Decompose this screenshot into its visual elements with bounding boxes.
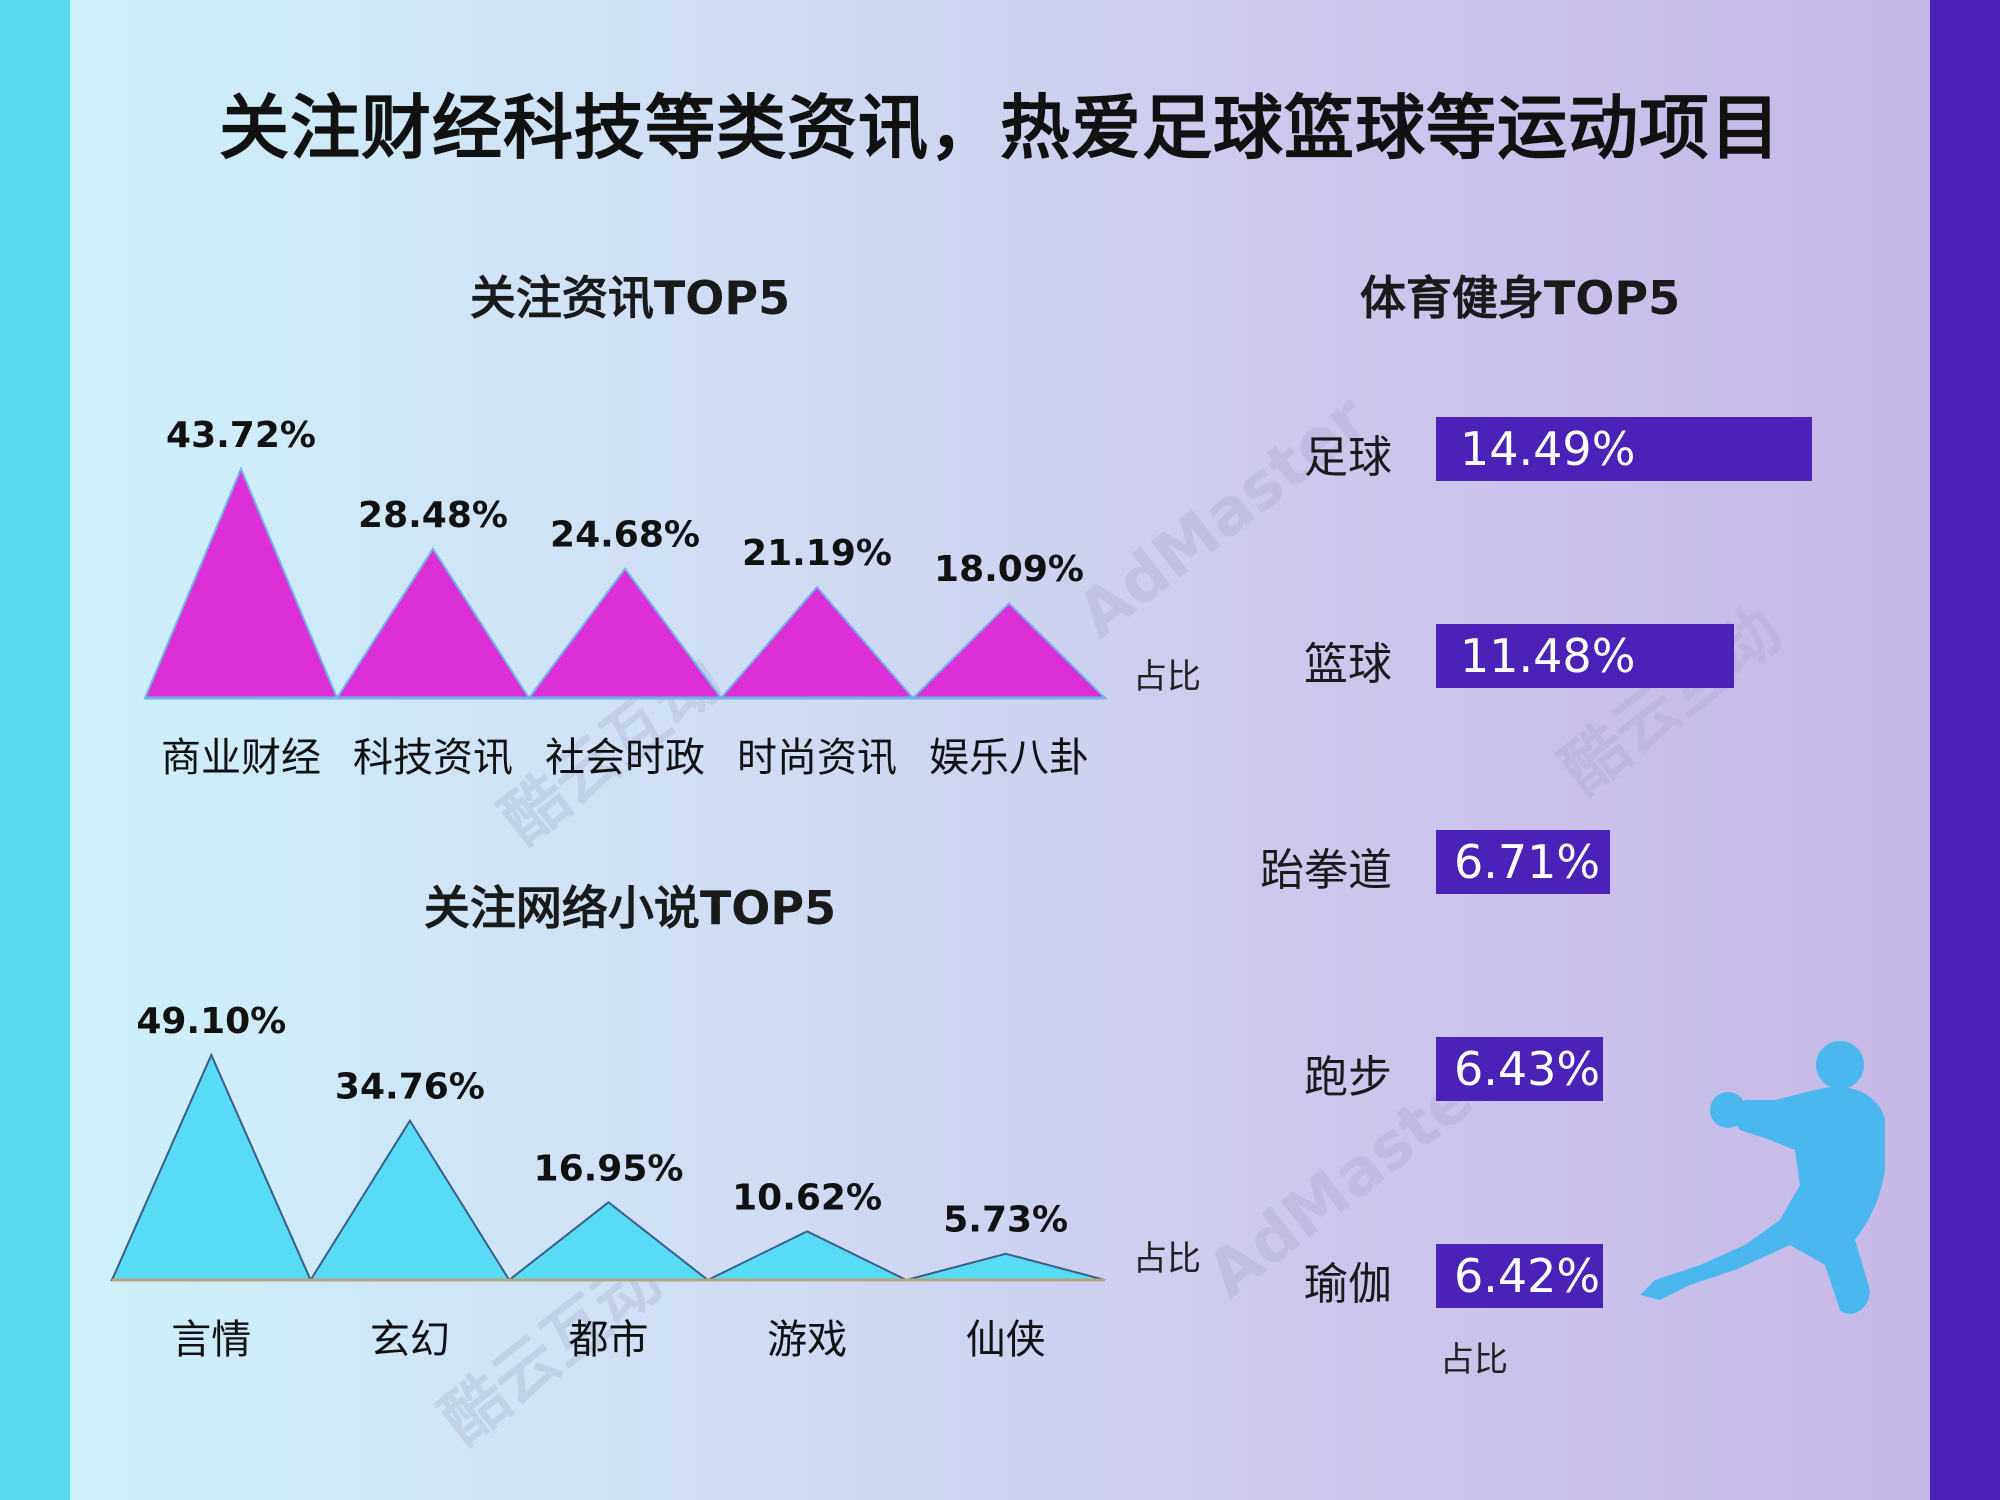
news-chart-title: 关注资讯TOP5 xyxy=(469,271,791,325)
category-label: 游戏 xyxy=(767,1317,847,1363)
category-label: 时尚资讯 xyxy=(737,735,897,781)
triangle-bar xyxy=(308,1118,512,1281)
unit-label: 占比 xyxy=(1133,1239,1201,1279)
triangle-bar xyxy=(110,1052,313,1281)
left-accent-band xyxy=(0,0,70,1500)
sports-value-label: 11.48% xyxy=(1460,629,1636,683)
value-label: 34.76% xyxy=(335,1067,485,1108)
sports-bar: 6.43% xyxy=(1436,1037,1603,1101)
novel-chart-title: 关注网络小说TOP5 xyxy=(423,881,837,935)
sports-category-label: 足球 xyxy=(1304,432,1392,483)
sports-category-label: 跆拳道 xyxy=(1260,845,1392,896)
sports-unit-label: 占比 xyxy=(1440,1340,1508,1380)
value-label: 18.09% xyxy=(934,549,1084,590)
value-label: 21.19% xyxy=(742,533,892,574)
page-title: 关注财经科技等类资讯，热爱足球篮球等运动项目 xyxy=(219,87,1781,169)
value-label: 43.72% xyxy=(166,415,316,456)
value-label: 10.62% xyxy=(732,1177,882,1218)
category-label: 娱乐八卦 xyxy=(929,735,1089,781)
category-label: 科技资讯 xyxy=(353,735,513,781)
category-label: 仙侠 xyxy=(966,1317,1046,1363)
sports-bar: 6.42% xyxy=(1436,1244,1603,1308)
triangle-bar xyxy=(910,601,1108,699)
sports-value-label: 14.49% xyxy=(1460,422,1636,476)
right-accent-band xyxy=(1930,0,2000,1500)
sports-bar: 14.49% xyxy=(1436,417,1812,481)
sports-value-label: 6.71% xyxy=(1454,835,1601,889)
value-label: 5.73% xyxy=(943,1200,1068,1241)
sports-value-label: 6.43% xyxy=(1454,1042,1601,1096)
sports-category-label: 瑜伽 xyxy=(1304,1259,1392,1310)
novel-chart: 49.10% 言情 34.76% 玄幻 16.95% 都市 10.62% 游戏 5.73% 仙侠 占… xyxy=(110,1001,1201,1363)
category-label: 都市 xyxy=(569,1317,649,1363)
sports-category-label: 篮球 xyxy=(1304,639,1392,690)
triangle-bar xyxy=(707,1230,907,1281)
unit-label: 占比 xyxy=(1133,657,1201,697)
triangle-bar xyxy=(527,567,723,699)
triangle-bar xyxy=(335,546,531,699)
sports-bar: 6.71% xyxy=(1436,830,1611,894)
sports-chart-title: 体育健身TOP5 xyxy=(1359,271,1681,325)
triangle-bar xyxy=(143,466,339,699)
sports-value-label: 6.42% xyxy=(1454,1249,1601,1303)
triangle-bar xyxy=(718,585,916,699)
value-label: 16.95% xyxy=(534,1148,684,1189)
news-chart: 43.72% 商业财经 28.48% 科技资讯 24.68% 社会时政 21.19% 时尚资讯… xyxy=(143,415,1201,781)
triangle-bar xyxy=(506,1201,711,1281)
triangle-bar xyxy=(906,1252,1106,1281)
value-label: 24.68% xyxy=(550,515,700,556)
category-label: 社会时政 xyxy=(545,735,705,781)
value-label: 49.10% xyxy=(136,1001,286,1042)
category-label: 玄幻 xyxy=(370,1317,450,1363)
sports-category-label: 跑步 xyxy=(1304,1052,1392,1103)
category-label: 商业财经 xyxy=(161,735,321,781)
value-label: 28.48% xyxy=(358,495,508,536)
sports-bar: 11.48% xyxy=(1436,624,1734,688)
category-label: 言情 xyxy=(171,1317,251,1363)
player-silhouette-icon xyxy=(1640,1041,1885,1314)
